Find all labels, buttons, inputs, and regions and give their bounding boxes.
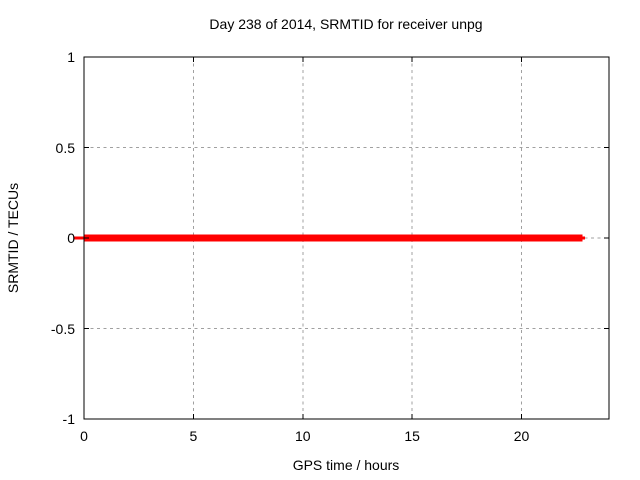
x-tick-label: 15 (404, 428, 420, 444)
y-tick-label: -0.5 (50, 320, 75, 337)
x-axis-label: GPS time / hours (292, 457, 400, 473)
x-tick-label: 0 (80, 428, 88, 444)
y-axis-label: SRMTID / TECUs (5, 182, 21, 294)
y-tick-label: -1 (62, 411, 75, 427)
x-tick-label: 5 (189, 428, 198, 444)
y-tick-label: 0 (67, 230, 75, 246)
chart-title: Day 238 of 2014, SRMTID for receiver unp… (209, 16, 483, 32)
x-tick-label: 20 (513, 428, 530, 444)
y-tick-label: 1 (67, 49, 75, 65)
x-tick-label: 10 (294, 428, 311, 444)
y-tick-label: 0.5 (55, 139, 75, 156)
